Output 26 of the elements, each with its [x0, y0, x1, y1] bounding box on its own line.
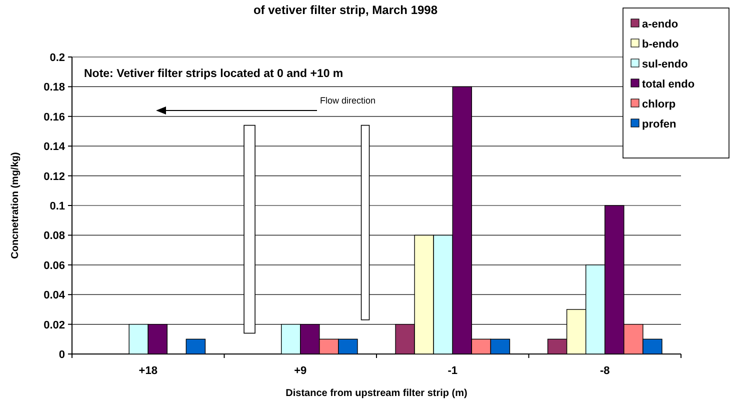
annotation: Flow direction	[320, 95, 376, 106]
annotation: Note: Vetiver filter strips located at 0 and +10 m	[84, 68, 344, 80]
x-axis-title: Distance from upstream filter strip (m)	[286, 388, 468, 399]
legend-label: chlorp	[642, 98, 676, 110]
legend-label: a-endo	[642, 18, 678, 30]
y-tick-label: 0.1	[50, 200, 65, 212]
legend-label: profen	[642, 118, 676, 130]
y-tick-label: 0.14	[44, 141, 66, 154]
y-tick-label: 0.06	[44, 260, 65, 272]
x-tick-label: -1	[448, 365, 458, 377]
legend-label: sul-endo	[642, 58, 688, 70]
y-axis-title: Concnetration (mg/kg)	[10, 152, 21, 259]
y-tick-label: 0.18	[44, 82, 65, 94]
x-tick-label: -8	[600, 365, 610, 377]
legend-label: b-endo	[642, 38, 679, 50]
chart-title: of vetiver filter strip, March 1998	[253, 3, 438, 17]
y-tick-label: 0.08	[44, 230, 65, 242]
y-tick-label: 0.02	[44, 319, 65, 332]
legend-label: total endo	[642, 78, 695, 90]
y-tick-label: 0.2	[50, 52, 65, 64]
y-tick-label: 0.16	[44, 111, 65, 124]
x-tick-label: +18	[138, 365, 158, 377]
y-tick-label: 0.12	[44, 170, 65, 183]
y-tick-label: 0.04	[44, 290, 66, 302]
y-tick-label: 0	[58, 349, 65, 361]
x-tick-label: +9	[294, 365, 307, 377]
